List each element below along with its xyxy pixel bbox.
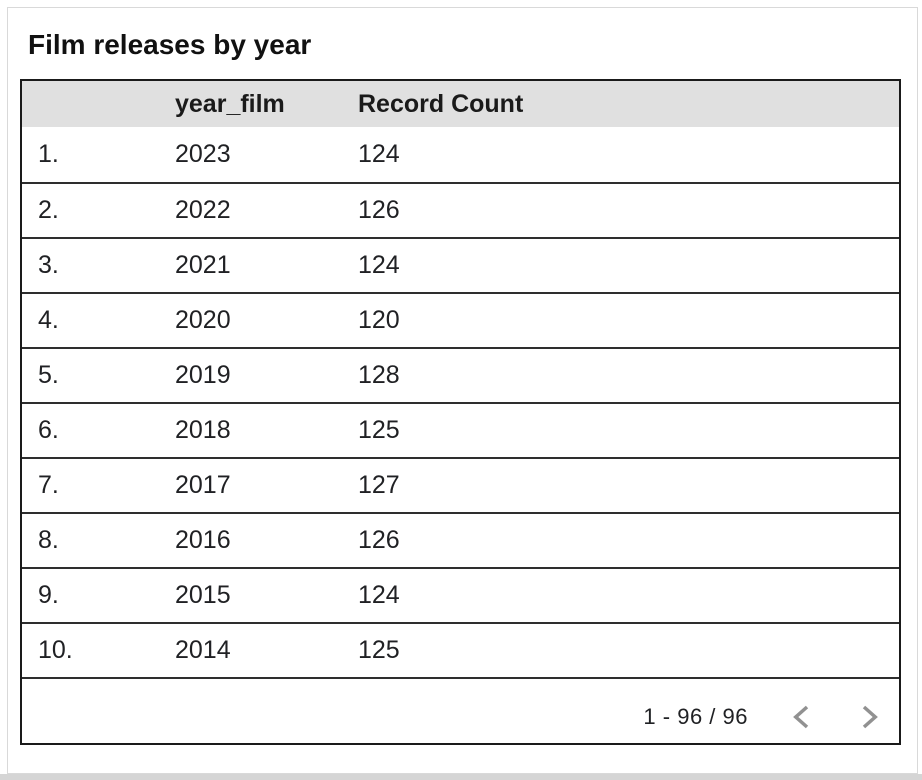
row-number-cell: 6. xyxy=(38,416,59,444)
count-cell: 126 xyxy=(358,526,400,554)
table-row: 2. 2022 126 xyxy=(22,182,899,237)
table-row: 10. 2014 125 xyxy=(22,622,899,677)
pagination-next-button[interactable] xyxy=(849,697,889,737)
row-number-cell: 8. xyxy=(38,526,59,554)
table-row: 6. 2018 125 xyxy=(22,402,899,457)
count-cell: 124 xyxy=(358,581,400,609)
workspace-background-strip xyxy=(0,774,922,780)
data-table: year_film Record Count 1. 2023 124 2. 20… xyxy=(20,79,901,745)
table-footer: 1 - 96 / 96 xyxy=(22,677,899,743)
year-cell: 2021 xyxy=(175,251,231,279)
table-header-row: year_film Record Count xyxy=(22,81,899,127)
year-cell: 2016 xyxy=(175,526,231,554)
year-cell: 2015 xyxy=(175,581,231,609)
count-cell: 126 xyxy=(358,196,400,224)
row-number-cell: 4. xyxy=(38,306,59,334)
count-cell: 127 xyxy=(358,471,400,499)
table-row: 5. 2019 128 xyxy=(22,347,899,402)
header-year-film[interactable]: year_film xyxy=(175,89,285,118)
chevron-left-icon xyxy=(787,702,817,732)
row-number-cell: 5. xyxy=(38,361,59,389)
header-record-count[interactable]: Record Count xyxy=(358,89,524,118)
row-number-cell: 3. xyxy=(38,251,59,279)
table-row: 9. 2015 124 xyxy=(22,567,899,622)
table-row: 1. 2023 124 xyxy=(22,127,899,182)
chart-title: Film releases by year xyxy=(28,29,312,60)
year-cell: 2019 xyxy=(175,361,231,389)
count-cell: 125 xyxy=(358,416,400,444)
year-cell: 2022 xyxy=(175,196,231,224)
pagination-prev-button[interactable] xyxy=(782,697,822,737)
count-cell: 124 xyxy=(358,251,400,279)
count-cell: 124 xyxy=(358,140,400,168)
row-number-cell: 7. xyxy=(38,471,59,499)
row-number-cell: 9. xyxy=(38,581,59,609)
year-cell: 2014 xyxy=(175,636,231,664)
row-number-cell: 1. xyxy=(38,140,59,168)
row-number-cell: 2. xyxy=(38,196,59,224)
year-cell: 2023 xyxy=(175,140,231,168)
count-cell: 125 xyxy=(358,636,400,664)
year-cell: 2018 xyxy=(175,416,231,444)
table-row: 3. 2021 124 xyxy=(22,237,899,292)
table-row: 8. 2016 126 xyxy=(22,512,899,567)
chevron-right-icon xyxy=(854,702,884,732)
pagination-range-label: 1 - 96 / 96 xyxy=(643,704,748,729)
count-cell: 120 xyxy=(358,306,400,334)
count-cell: 128 xyxy=(358,361,400,389)
table-row: 4. 2020 120 xyxy=(22,292,899,347)
year-cell: 2017 xyxy=(175,471,231,499)
row-number-cell: 10. xyxy=(38,636,73,664)
table-row: 7. 2017 127 xyxy=(22,457,899,512)
year-cell: 2020 xyxy=(175,306,231,334)
